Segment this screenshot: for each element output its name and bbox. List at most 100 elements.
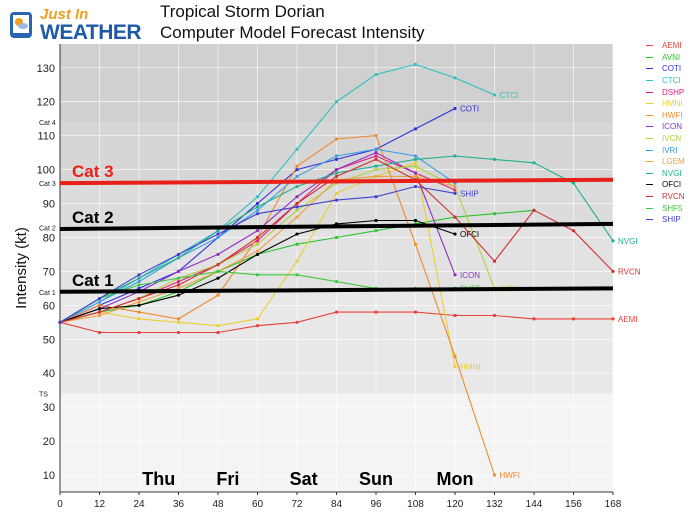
y-tick-label: 90 xyxy=(43,199,55,211)
x-tick-label: 24 xyxy=(133,499,145,510)
data-point xyxy=(413,242,418,246)
legend-item-lgem: LGEM xyxy=(646,156,700,168)
data-point xyxy=(492,259,497,263)
legend-item-aemi: AEMI xyxy=(646,40,700,52)
data-point xyxy=(137,330,141,335)
series-end-label: HMNI xyxy=(460,362,480,371)
data-point xyxy=(492,93,497,97)
data-point xyxy=(176,330,181,335)
legend-label: COTI xyxy=(662,64,682,74)
data-point xyxy=(453,215,457,219)
category-line-label: Cat 1 xyxy=(72,271,114,290)
data-point xyxy=(374,134,378,138)
data-point xyxy=(176,276,181,280)
data-point xyxy=(492,473,497,477)
series-line xyxy=(59,135,496,476)
legend-swatch xyxy=(646,103,653,105)
data-point xyxy=(453,313,457,318)
data-point xyxy=(374,72,378,77)
category-line-cat-3 xyxy=(59,177,614,186)
data-point xyxy=(216,263,220,267)
data-point xyxy=(532,208,536,212)
y-tick-label: 120 xyxy=(37,97,55,109)
data-point xyxy=(413,218,418,223)
data-point xyxy=(216,232,220,236)
data-point xyxy=(295,174,299,178)
data-point xyxy=(255,212,260,216)
y-tick-label: 50 xyxy=(43,334,55,346)
data-point xyxy=(453,364,457,369)
data-point xyxy=(334,310,339,314)
legend-swatch xyxy=(646,80,653,82)
legend-swatch xyxy=(646,219,653,221)
data-point xyxy=(137,283,141,287)
data-point xyxy=(176,279,181,284)
y-tick-label: 60 xyxy=(43,300,55,312)
data-point xyxy=(374,229,378,233)
legend-label: IVRI xyxy=(662,145,678,155)
data-point xyxy=(453,76,457,80)
data-point xyxy=(255,317,260,321)
data-point xyxy=(97,296,102,301)
logo-line-2: WEATHER xyxy=(40,21,142,44)
data-point xyxy=(334,198,339,202)
data-point xyxy=(97,307,102,311)
series-end-label: AEMI xyxy=(618,315,638,324)
data-point xyxy=(413,157,418,161)
data-point xyxy=(611,317,615,321)
data-point xyxy=(255,235,260,240)
y-tick-label: 110 xyxy=(37,131,55,143)
data-point xyxy=(374,151,378,155)
legend-swatch xyxy=(646,172,653,174)
data-point xyxy=(137,276,141,280)
data-point xyxy=(413,184,418,189)
data-point xyxy=(413,171,418,175)
category-line-label: Cat 3 xyxy=(72,162,114,181)
data-point xyxy=(255,239,260,243)
data-point xyxy=(374,147,378,151)
legend-item-hwfi: HWFI xyxy=(646,110,700,122)
data-point xyxy=(334,167,339,172)
weather-app-icon xyxy=(10,12,32,38)
band-label: Cat 2 xyxy=(39,225,56,232)
data-point xyxy=(571,229,576,233)
data-point xyxy=(295,201,299,206)
data-point xyxy=(255,252,260,257)
data-point xyxy=(453,106,457,111)
data-point xyxy=(176,293,181,297)
x-tick-label: 120 xyxy=(447,499,464,510)
data-point xyxy=(334,171,339,175)
data-point xyxy=(374,174,378,178)
legend-label: DSHP xyxy=(662,87,685,97)
day-label-fri: Fri xyxy=(216,469,239,489)
legend-item-dshp: DSHP xyxy=(646,86,700,98)
series-ofci: OFCI xyxy=(58,218,479,324)
legend-item-shf5: SHF5 xyxy=(646,202,700,214)
data-point xyxy=(334,191,339,195)
just-in-weather-logo: Just In WEATHER xyxy=(4,6,156,46)
day-label-thu: Thu xyxy=(142,469,175,489)
x-tick-label: 0 xyxy=(57,499,63,510)
data-point xyxy=(176,317,181,321)
data-point xyxy=(413,161,418,165)
data-point xyxy=(216,269,220,273)
x-tick-label: 108 xyxy=(407,499,424,510)
legend-item-ship: SHIP xyxy=(646,214,700,226)
series-end-label: NVGI xyxy=(618,237,638,246)
legend-item-hmni: HMNI xyxy=(646,98,700,110)
day-label-sat: Sat xyxy=(290,469,318,489)
legend-item-ofci: OFCI xyxy=(646,179,700,191)
data-point xyxy=(295,273,299,277)
data-point xyxy=(216,293,220,297)
data-point xyxy=(532,317,536,321)
data-point xyxy=(374,310,378,314)
data-point xyxy=(137,317,141,321)
legend-swatch xyxy=(646,56,653,58)
legend-label: NVGI xyxy=(662,168,682,178)
data-point xyxy=(137,273,141,277)
y-tick-label: 40 xyxy=(43,368,55,380)
x-tick-label: 36 xyxy=(173,499,185,510)
data-point xyxy=(374,157,378,161)
legend-swatch xyxy=(646,68,653,70)
